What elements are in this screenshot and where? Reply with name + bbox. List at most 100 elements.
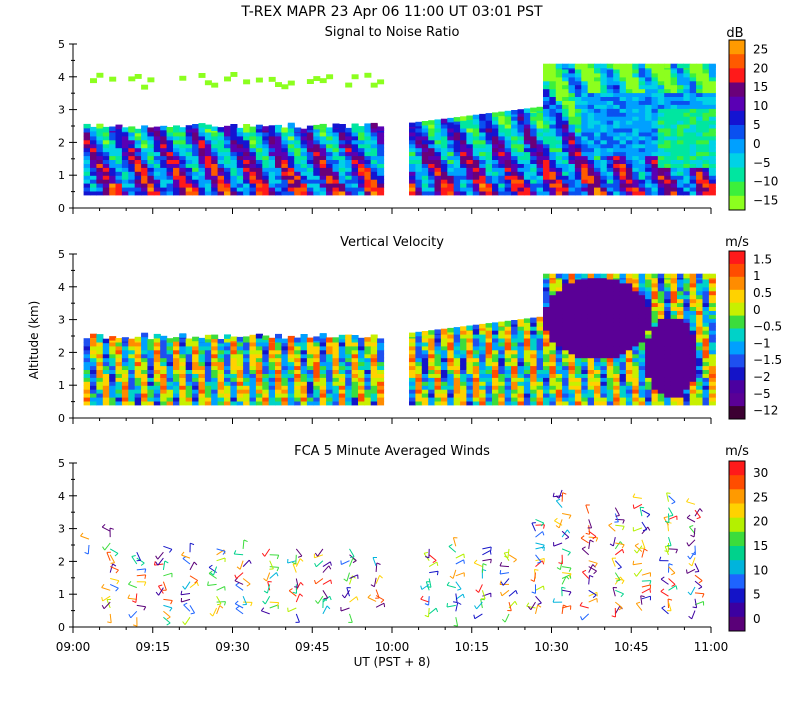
colorbar-label: 20 (753, 61, 768, 75)
wind-barb (482, 564, 483, 573)
wind-barb (190, 582, 197, 588)
wind-barb (687, 569, 695, 573)
colorbar-label: −1.5 (753, 353, 782, 367)
snr-panel-title: Signal to Noise Ratio (325, 25, 460, 40)
wind-barb (270, 602, 279, 603)
wind-barb (323, 590, 328, 598)
vv-colorbar-unit: m/s (725, 235, 749, 250)
winds-panel-title: FCA 5 Minute Averaged Winds (294, 444, 490, 459)
wind-barb (502, 590, 509, 596)
wind-barb (236, 573, 243, 579)
wind-barb (128, 598, 137, 599)
wind-barb (429, 608, 436, 614)
wind-barb (103, 596, 111, 601)
wind-barb (474, 563, 482, 567)
colorbar-swatch (729, 393, 745, 406)
wind-barb (429, 596, 430, 605)
wind-barb (267, 573, 270, 581)
wind-barb (586, 505, 589, 514)
wind-barb (447, 605, 456, 607)
colorbar-label: 1 (753, 269, 761, 283)
colorbar-label: 0 (753, 137, 761, 151)
wind-barb (554, 543, 562, 546)
wind-barb (456, 560, 464, 564)
wind-barb (562, 575, 570, 579)
wind-barb (615, 542, 620, 549)
wind-barb (107, 552, 110, 560)
wind-barb (163, 582, 166, 591)
y-tick-label: 4 (58, 281, 65, 294)
y-tick-label: 5 (58, 457, 65, 470)
wind-barb (482, 547, 491, 549)
wind-barb (184, 605, 190, 611)
wind-barb (613, 588, 615, 597)
colorbar-swatch (729, 589, 745, 604)
colorbar-swatch (729, 54, 745, 69)
y-tick-label: 2 (58, 136, 65, 149)
wind-barb (615, 514, 618, 522)
wind-barb (288, 608, 296, 612)
wind-barb (240, 561, 243, 570)
wind-barb (589, 525, 590, 534)
colorbar-swatch (729, 290, 745, 303)
wind-barb (509, 590, 516, 596)
wind-barb (691, 587, 695, 595)
panel-2-field (81, 490, 705, 626)
wind-barb (612, 558, 615, 566)
wind-barb (534, 573, 535, 582)
y-tick-label: 2 (58, 346, 65, 359)
wind-barb (636, 569, 642, 576)
colorbar-label: −1 (753, 336, 771, 350)
wind-barb (105, 543, 111, 550)
wind-barb (456, 573, 464, 576)
wind-barb (316, 579, 323, 584)
wind-barb (102, 588, 111, 591)
colorbar-swatch (729, 518, 745, 533)
colorbar-label: −5 (753, 387, 771, 401)
wind-barb (296, 594, 299, 602)
wind-barb (350, 575, 358, 579)
wind-barb (556, 501, 562, 508)
colorbar-label: −10 (753, 175, 778, 189)
wind-barb (531, 602, 536, 610)
colorbar-swatch (729, 475, 745, 490)
wind-barb (190, 605, 195, 613)
wind-barb (110, 549, 118, 554)
wind-barb (613, 537, 615, 546)
x-tick-label: 09:30 (215, 640, 250, 654)
wind-barb (341, 561, 349, 565)
wind-barb (376, 603, 384, 607)
wind-barb (323, 580, 331, 585)
wind-barb (642, 585, 651, 587)
x-tick-label: 09:15 (135, 640, 170, 654)
wind-barb (633, 528, 642, 531)
colorbar-swatch (729, 97, 745, 112)
wind-barb (615, 519, 624, 520)
wind-barb (429, 555, 436, 561)
colorbar-swatch (729, 251, 745, 264)
colorbar-swatch (729, 139, 745, 154)
wind-barb (687, 518, 695, 522)
wind-barb (270, 561, 274, 569)
wind-barb (163, 605, 172, 608)
y-tick-label: 3 (58, 104, 65, 117)
wind-barb (208, 584, 217, 585)
winds-panel: FCA 5 Minute Averaged Winds m/s 01234509… (56, 444, 769, 654)
colorbar-label: 25 (753, 42, 768, 56)
wind-barb (429, 608, 430, 617)
wind-barb (479, 584, 483, 592)
wind-barb (323, 566, 329, 573)
wind-barb (456, 594, 457, 603)
wind-barb (615, 525, 624, 526)
wind-barb (536, 596, 542, 603)
wind-barb (456, 554, 464, 558)
snr-colorbar-unit: dB (726, 26, 743, 41)
y-tick-label: 1 (58, 379, 65, 392)
wind-barb (562, 567, 571, 568)
wind-barb (190, 562, 194, 570)
wind-barb (159, 588, 164, 596)
wind-barb (536, 543, 545, 545)
wind-barb (609, 525, 616, 531)
wind-barb (185, 582, 190, 590)
wind-barb (270, 567, 279, 568)
